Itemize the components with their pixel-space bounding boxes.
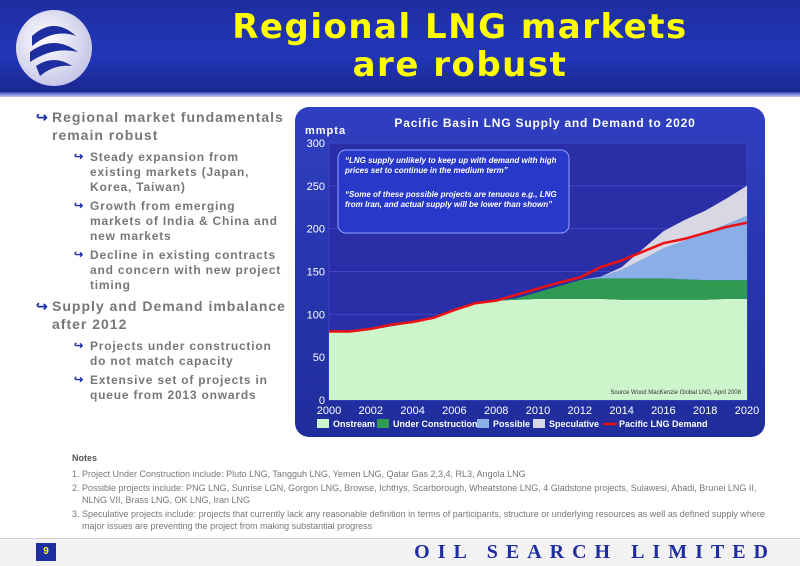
- y-tick-label: 100: [307, 309, 325, 321]
- y-tick-label: 150: [307, 267, 325, 279]
- legend-label: Speculative: [549, 419, 599, 429]
- legend-label: Possible: [493, 419, 530, 429]
- bullet-text: Supply and Demand imbalance after 2012: [52, 298, 286, 332]
- legend-swatch: [317, 419, 329, 428]
- area-under-construction: [329, 278, 747, 332]
- bullet-arrow-icon: ↪: [74, 249, 85, 261]
- x-tick-label: 2020: [735, 405, 759, 417]
- bullet-list: ↪ Regional market fundamentals remain rob…: [36, 108, 291, 407]
- legend-label: Pacific LNG Demand: [619, 419, 708, 429]
- bullet-level1: ↪ Regional market fundamentals remain rob…: [36, 108, 291, 144]
- y-tick-label: 250: [307, 181, 325, 193]
- bullet-text: Projects under construction do not match…: [90, 339, 272, 368]
- bullet-text: Steady expansion from existing markets (…: [90, 150, 250, 194]
- x-tick-label: 2018: [693, 405, 717, 417]
- bullet-level2: ↪ Growth from emerging markets of India &…: [74, 199, 291, 244]
- x-tick-label: 2012: [568, 405, 592, 417]
- legend-swatch: [477, 419, 489, 428]
- bullet-text: Extensive set of projects in queue from …: [90, 373, 268, 402]
- y-tick-label: 0: [319, 395, 325, 407]
- chart-title: Pacific Basin LNG Supply and Demand to 2…: [394, 116, 695, 130]
- x-tick-label: 2010: [526, 405, 550, 417]
- company-logo-icon: [16, 10, 92, 86]
- x-tick-label: 2016: [651, 405, 675, 417]
- title-line-2: are robust: [352, 45, 568, 85]
- x-tick-label: 2014: [609, 405, 633, 417]
- header-rule: [0, 92, 800, 97]
- bullet-level1: ↪ Supply and Demand imbalance after 2012: [36, 297, 291, 333]
- bullet-arrow-icon: ↪: [74, 340, 85, 352]
- y-tick-label: 300: [307, 138, 325, 150]
- notes-section: Notes 1. Project Under Construction incl…: [72, 452, 772, 534]
- line-pacific-lng-demand: [329, 221, 748, 333]
- chart-panel: Pacific Basin LNG Supply and Demand to 2…: [295, 107, 765, 437]
- page-number: 9: [36, 543, 56, 561]
- annotation-quote-1: “LNG supply unlikely to keep up with dem…: [344, 156, 557, 175]
- area-onstream: [329, 298, 747, 400]
- x-tick-label: 2000: [317, 405, 341, 417]
- bullet-text: Growth from emerging markets of India & …: [90, 199, 278, 243]
- brand-wordmark: OIL SEARCH LIMITED: [414, 541, 776, 563]
- note-item: 1. Project Under Construction include: P…: [72, 469, 526, 479]
- legend-swatch: [533, 419, 545, 428]
- bullet-arrow-icon: ↪: [74, 151, 85, 163]
- bullet-level2: ↪ Projects under construction do not matc…: [74, 339, 291, 369]
- area-possible: [329, 215, 747, 332]
- bullet-text: Decline in existing contracts and concer…: [90, 248, 282, 292]
- chart-source: Source Wood MacKenzie Global LNG, April …: [610, 390, 741, 396]
- notes-title: Notes: [72, 453, 98, 463]
- bullet-level2: ↪ Steady expansion from existing markets …: [74, 150, 291, 195]
- y-axis-label: mmpta: [305, 125, 346, 137]
- bullet-arrow-icon: ↪: [74, 374, 85, 386]
- legend-label: Onstream: [333, 419, 375, 429]
- x-tick-label: 2002: [359, 405, 383, 417]
- lng-supply-demand-chart: Pacific Basin LNG Supply and Demand to 2…: [305, 116, 759, 429]
- x-tick-label: 2008: [484, 405, 508, 417]
- chart-legend: Onstream Under Construction Possible Specul…: [317, 419, 708, 429]
- note-item: 3. Speculative projects include: project…: [72, 509, 765, 531]
- annotation-quote-2: “Some of these possible projects are ten…: [345, 190, 557, 209]
- bullet-arrow-icon: ↪: [74, 200, 85, 212]
- x-tick-label: 2006: [442, 405, 466, 417]
- y-tick-label: 50: [313, 352, 325, 364]
- title-line-1: Regional LNG markets: [232, 7, 688, 47]
- bullet-arrow-icon: ↪: [36, 109, 49, 125]
- y-tick-label: 200: [307, 224, 325, 236]
- legend-label: Under Construction: [393, 419, 478, 429]
- bullet-level2: ↪ Extensive set of projects in queue from…: [74, 373, 291, 403]
- legend-swatch: [377, 419, 389, 428]
- slide-title: Regional LNG markets are robust: [150, 8, 770, 84]
- slide-footer: 9 OIL SEARCH LIMITED: [0, 538, 800, 566]
- note-item: 2. Possible projects include: PNG LNG, S…: [72, 483, 757, 505]
- x-tick-label: 2004: [400, 405, 424, 417]
- bullet-text: Regional market fundamentals remain robu…: [52, 109, 284, 143]
- slide-header: Regional LNG markets are robust: [0, 0, 800, 92]
- bullet-arrow-icon: ↪: [36, 298, 49, 314]
- annotation-box: [337, 149, 570, 234]
- bullet-level2: ↪ Decline in existing contracts and conce…: [74, 248, 291, 293]
